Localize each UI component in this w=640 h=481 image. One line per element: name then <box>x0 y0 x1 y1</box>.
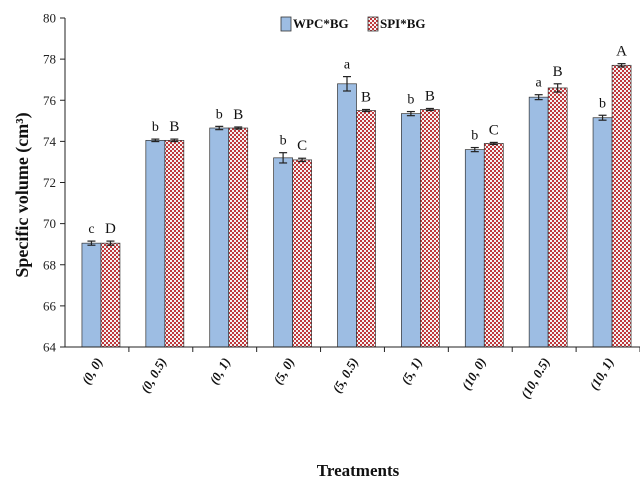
significance-label: a <box>344 58 351 73</box>
x-tick-label: (5, 1) <box>398 355 425 387</box>
x-axis-title: Treatments <box>317 461 400 480</box>
significance-label: b <box>599 96 606 111</box>
x-tick-label: (0, 0) <box>78 355 105 387</box>
significance-label: B <box>425 88 435 104</box>
bar-wpc <box>273 157 293 348</box>
legend-label-spi: SPI*BG <box>380 16 426 31</box>
y-tick-label: 80 <box>43 11 56 26</box>
significance-label: b <box>407 93 414 108</box>
y-tick-label: 74 <box>43 134 57 149</box>
significance-label: B <box>361 90 371 106</box>
y-axis: 64 66 68 70 72 74 76 78 80 <box>43 11 66 355</box>
significance-label: A <box>616 44 627 60</box>
bar-spi <box>483 143 504 348</box>
y-tick-label: 70 <box>43 216 56 231</box>
significance-label: b <box>216 107 223 122</box>
legend-label-wpc: WPC*BG <box>293 16 349 31</box>
bar-wpc <box>528 96 549 348</box>
significance-label: D <box>105 221 116 237</box>
bar-spi <box>356 110 376 348</box>
y-tick-label: 76 <box>43 93 57 108</box>
legend-swatch-spi <box>367 16 379 32</box>
x-tick-label: (0, 1) <box>206 355 233 387</box>
x-tick-label: (5, 0.5) <box>329 355 361 395</box>
bar-spi <box>547 87 568 348</box>
y-axis-title: Specific volume (cm³) <box>12 112 33 277</box>
bar-spi <box>100 242 121 348</box>
bar-spi <box>228 127 249 348</box>
bar-wpc <box>81 242 102 348</box>
significance-label: C <box>489 122 499 138</box>
significance-label: B <box>553 64 563 80</box>
legend: WPC*BG SPI*BG <box>280 16 426 32</box>
y-tick-label: 68 <box>43 257 56 272</box>
bar-spi <box>292 159 312 348</box>
y-tick-label: 66 <box>43 298 57 313</box>
significance-label: a <box>536 76 543 91</box>
significance-label: c <box>88 222 94 237</box>
bar-wpc <box>592 117 613 348</box>
y-tick-label: 64 <box>43 340 57 355</box>
x-tick-label: (0, 0.5) <box>137 355 169 395</box>
x-tick-label: (10, 0.5) <box>518 355 553 401</box>
significance-label: b <box>471 129 478 144</box>
x-tick-label: (5, 0) <box>270 355 297 387</box>
bar-wpc <box>209 127 230 348</box>
bar-wpc <box>145 139 166 348</box>
significance-label: B <box>169 119 179 135</box>
significance-label: B <box>233 107 243 123</box>
significance-label: C <box>297 138 307 154</box>
x-tick-label: (10, 1) <box>586 355 616 393</box>
significance-label: b <box>152 120 159 135</box>
bar-spi <box>420 109 440 348</box>
x-tick-label: (10, 0) <box>459 355 489 393</box>
legend-swatch-wpc <box>280 16 292 32</box>
bar-wpc <box>337 83 357 348</box>
bar-wpc <box>401 113 421 348</box>
y-tick-label: 72 <box>43 175 56 190</box>
bar-spi <box>164 139 185 348</box>
significance-label: b <box>280 134 287 149</box>
bar-spi <box>611 64 632 348</box>
y-tick-label: 78 <box>43 52 56 67</box>
bar-wpc <box>464 149 485 348</box>
x-axis: (0, 0) (0, 0.5) (0, 1) (5, 0) (5, 0.5) (5, 1)… <box>65 346 640 401</box>
